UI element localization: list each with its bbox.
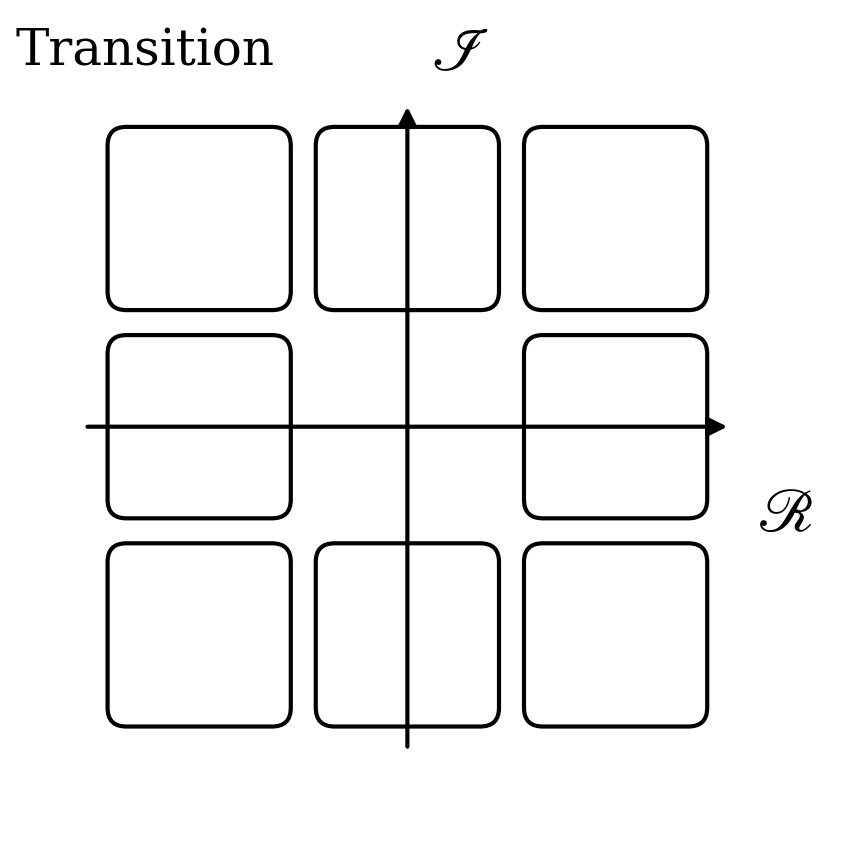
FancyBboxPatch shape: [524, 543, 707, 727]
FancyBboxPatch shape: [524, 127, 707, 310]
FancyBboxPatch shape: [107, 336, 291, 518]
Text: $\mathscr{I}$: $\mathscr{I}$: [432, 24, 489, 83]
FancyBboxPatch shape: [107, 543, 291, 727]
Text: Transition: Transition: [16, 27, 275, 77]
FancyBboxPatch shape: [316, 127, 499, 310]
Text: $\mathscr{R}$: $\mathscr{R}$: [757, 485, 813, 544]
FancyBboxPatch shape: [316, 543, 499, 727]
FancyBboxPatch shape: [524, 336, 707, 518]
FancyBboxPatch shape: [107, 127, 291, 310]
